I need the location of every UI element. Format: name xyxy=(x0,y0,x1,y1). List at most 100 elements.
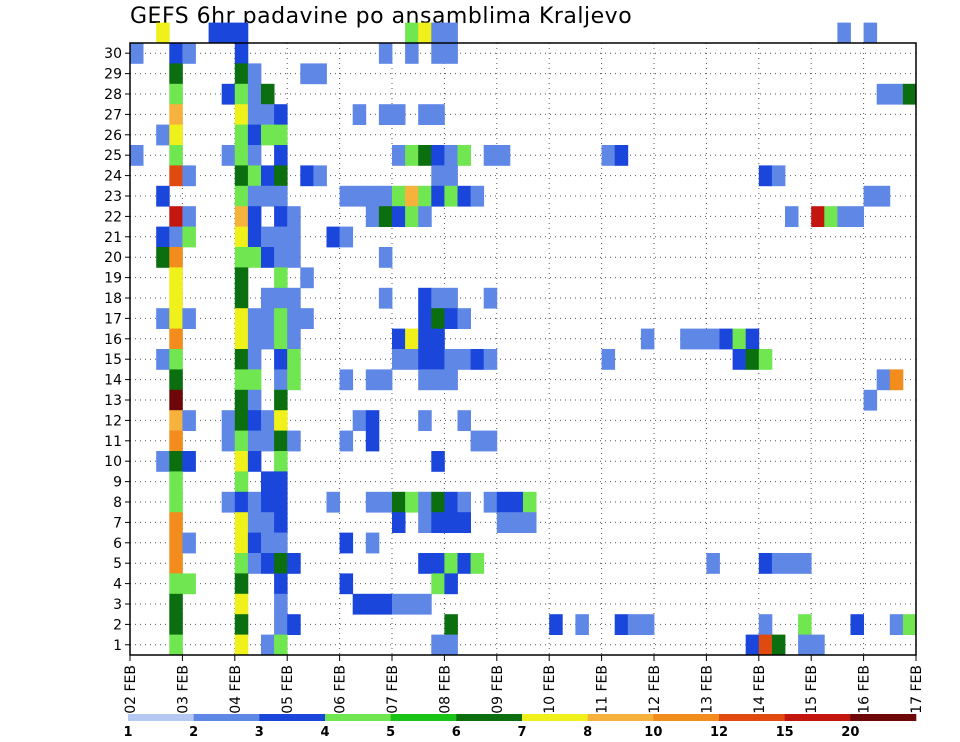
heatmap-cell xyxy=(169,573,183,595)
heatmap-cell xyxy=(234,532,249,554)
heatmap-cell xyxy=(261,491,275,513)
heatmap-cell xyxy=(274,165,288,187)
heatmap-cell xyxy=(169,593,183,615)
heatmap-cell xyxy=(169,491,183,513)
heatmap-cell xyxy=(221,83,236,105)
heatmap-cell xyxy=(444,349,458,370)
heatmap-cell xyxy=(771,634,786,656)
x-tick-label: 14 FEB xyxy=(752,665,768,714)
heatmap-cell xyxy=(169,451,183,472)
heatmap-cell xyxy=(234,451,249,472)
heatmap-cell xyxy=(627,614,642,635)
heatmap-cell xyxy=(785,553,799,574)
y-tick-label: 23 xyxy=(104,189,122,205)
x-tick-label: 08 FEB xyxy=(437,665,453,714)
heatmap-cell xyxy=(444,287,458,309)
heatmap-cell xyxy=(234,369,249,391)
heatmap-cell xyxy=(274,226,288,248)
heatmap-cell xyxy=(247,410,262,431)
heatmap-cell xyxy=(876,369,891,391)
heatmap-cell xyxy=(234,185,249,207)
y-tick-label: 2 xyxy=(113,617,122,633)
heatmap-cell xyxy=(405,22,419,44)
x-tick-label: 11 FEB xyxy=(595,665,611,714)
heatmap-cell xyxy=(261,328,275,350)
heatmap-cell xyxy=(313,165,327,187)
heatmap-cell xyxy=(352,104,367,125)
colorbar-swatch xyxy=(325,714,391,721)
heatmap-cell xyxy=(863,22,878,44)
heatmap-cell xyxy=(640,614,655,635)
heatmap-cell xyxy=(234,63,249,85)
heatmap-cell xyxy=(431,165,445,187)
heatmap-cell xyxy=(365,206,380,227)
heatmap-cell xyxy=(392,349,406,370)
heatmap-cell xyxy=(719,328,733,350)
heatmap-cell xyxy=(758,349,773,370)
heatmap-cell xyxy=(365,491,380,513)
heatmap-cell xyxy=(431,553,445,574)
heatmap-cell xyxy=(261,185,275,207)
heatmap-cell xyxy=(247,430,262,452)
heatmap-cell xyxy=(771,165,786,187)
heatmap-cell xyxy=(444,573,458,595)
y-tick-label: 5 xyxy=(113,556,122,572)
heatmap-cell xyxy=(378,593,393,615)
heatmap-cell xyxy=(444,185,458,207)
heatmap-cell xyxy=(261,512,275,533)
heatmap-cell xyxy=(326,491,340,513)
x-tick-label: 16 FEB xyxy=(857,665,873,714)
y-tick-label: 16 xyxy=(104,332,122,348)
heatmap-cell xyxy=(457,512,471,533)
heatmap-cell xyxy=(496,512,511,533)
heatmap-cell xyxy=(509,512,524,533)
heatmap-cell xyxy=(523,512,537,533)
heatmap-cell xyxy=(156,451,170,472)
colorbar-swatch xyxy=(128,714,194,721)
heatmap-cell xyxy=(837,206,851,227)
heatmap-cell xyxy=(169,247,183,268)
y-tick-label: 12 xyxy=(104,413,122,429)
heatmap-cell xyxy=(706,553,720,574)
heatmap-cell xyxy=(352,185,367,207)
heatmap-cell xyxy=(169,614,183,635)
y-tick-label: 28 xyxy=(104,87,122,103)
heatmap-cell xyxy=(405,349,419,370)
heatmap-cell xyxy=(169,410,183,431)
heatmap-cell xyxy=(247,308,262,329)
colorbar-swatch xyxy=(259,714,326,721)
heatmap-cell xyxy=(902,83,917,105)
heatmap-cell xyxy=(234,308,249,329)
y-tick-label: 24 xyxy=(104,169,122,185)
heatmap-cell xyxy=(234,573,249,595)
heatmap-cell xyxy=(378,206,393,227)
heatmap-cell xyxy=(378,247,393,268)
heatmap-cell xyxy=(169,328,183,350)
heatmap-cell xyxy=(758,553,773,574)
heatmap-cell xyxy=(274,593,288,615)
heatmap-cell xyxy=(758,614,773,635)
heatmap-cell xyxy=(169,226,183,248)
y-tick-label: 20 xyxy=(104,250,122,266)
heatmap-cell xyxy=(247,389,262,411)
y-tick-label: 6 xyxy=(113,536,122,552)
heatmap-cell xyxy=(483,430,498,452)
heatmap-cell xyxy=(261,410,275,431)
heatmap-cell xyxy=(234,104,249,125)
heatmap-cell xyxy=(234,614,249,635)
heatmap-cell xyxy=(234,471,249,493)
heatmap-cell xyxy=(274,308,288,329)
colorbar-label: 15 xyxy=(776,725,794,740)
x-tick-label: 03 FEB xyxy=(175,665,191,714)
heatmap-cell xyxy=(339,226,354,248)
heatmap-cell xyxy=(457,491,471,513)
x-tick-label: 06 FEB xyxy=(333,665,349,714)
heatmap-cell xyxy=(247,349,262,370)
heatmap-cell xyxy=(470,430,485,452)
heatmap-cell xyxy=(156,308,170,329)
heatmap-cell xyxy=(444,145,458,166)
heatmap-cell xyxy=(418,553,432,574)
heatmap-cell xyxy=(169,532,183,554)
colorbar-label: 6 xyxy=(452,725,461,740)
